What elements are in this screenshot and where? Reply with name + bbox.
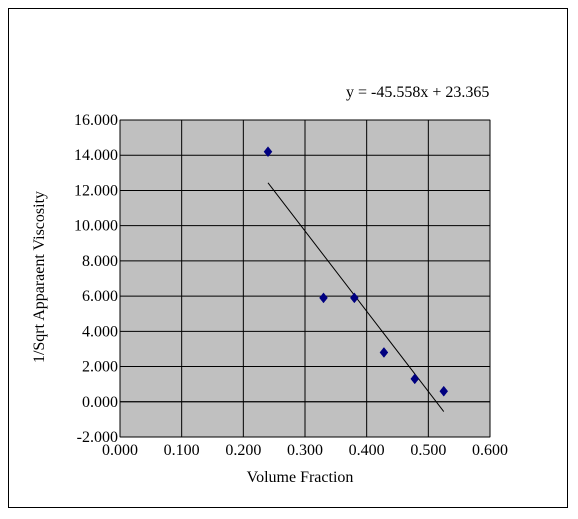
data-point — [350, 292, 359, 304]
y-tick-label: 4.000 — [82, 323, 118, 340]
data-point — [410, 373, 420, 385]
x-tick-label: 0.400 — [349, 442, 385, 459]
y-tick-label: 12.000 — [74, 182, 118, 199]
y-tick-label: 10.000 — [74, 218, 118, 235]
y-tick-label: 8.000 — [82, 253, 118, 270]
data-point — [439, 385, 449, 397]
x-tick-label: 0.000 — [102, 442, 138, 459]
data-point — [379, 347, 389, 358]
data-point — [319, 292, 328, 304]
x-tick-label: 0.600 — [472, 442, 508, 459]
y-tick-label: -2.000 — [77, 429, 118, 446]
data-point — [263, 146, 273, 158]
y-tick-label: 16.000 — [74, 112, 118, 129]
x-tick-label: 0.300 — [287, 442, 323, 459]
y-tick-label: 2.000 — [82, 359, 118, 376]
trendline-equation: y = -45.558x + 23.365 — [346, 84, 489, 101]
x-tick-label: 0.500 — [410, 442, 446, 459]
y-tick-label: 0.000 — [82, 394, 118, 411]
x-tick-label: 0.100 — [164, 442, 200, 459]
y-axis-label: 1/Sqrt Apparaent Viscosity — [31, 191, 48, 363]
x-tick-label: 0.200 — [225, 442, 261, 459]
x-axis-label: Volume Fraction — [247, 469, 354, 486]
y-tick-label: 6.000 — [82, 288, 118, 305]
y-tick-label: 14.000 — [74, 147, 118, 164]
